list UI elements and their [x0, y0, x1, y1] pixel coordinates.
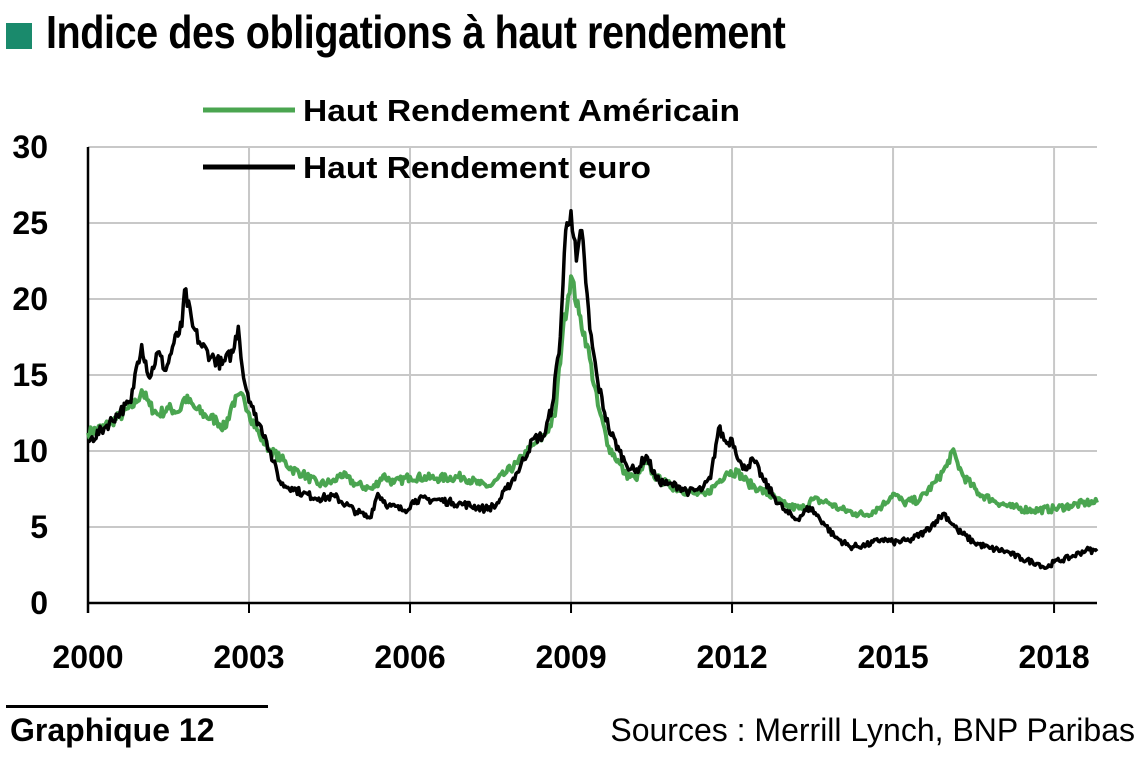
series-line-2	[87, 209, 1099, 571]
y-tick-label-25: 25	[12, 205, 48, 241]
y-tick-label-10: 10	[12, 433, 48, 469]
footer-rule	[6, 705, 268, 708]
legend-label-1: Haut Rendement Américain	[303, 93, 740, 128]
line-chart: 0 5 10 15 20 25 30 2000 2003 2006 2009 2012 2015 2018…	[12, 93, 1099, 675]
y-tick-label-15: 15	[12, 357, 48, 393]
y-tick-label-20: 20	[12, 281, 48, 317]
chart-series	[86, 209, 1099, 571]
y-tick-label-0: 0	[30, 585, 48, 621]
figure-label: Graphique 12	[10, 712, 215, 748]
chart-axes: 0 5 10 15 20 25 30 2000 2003 2006 2009 2012 2015 2018	[12, 129, 1097, 675]
x-tick-label-2018: 2018	[1018, 639, 1089, 675]
chart-title: Indice des obligations à haut rendement	[46, 6, 786, 58]
y-tick-label-30: 30	[12, 129, 48, 165]
x-tick-label-2009: 2009	[535, 639, 606, 675]
y-tick-label-5: 5	[30, 509, 48, 545]
title-square-icon	[6, 23, 32, 49]
x-tick-label-2006: 2006	[374, 639, 445, 675]
x-tick-label-2012: 2012	[696, 639, 767, 675]
source-note: Sources : Merrill Lynch, BNP Paribas	[610, 712, 1135, 748]
legend-label-2: Haut Rendement euro	[303, 150, 651, 185]
chart-grid	[88, 146, 1097, 603]
x-tick-label-2003: 2003	[213, 639, 284, 675]
chart-title-row: Indice des obligations à haut rendement	[6, 4, 906, 60]
chart-legend: Haut Rendement Américain Haut Rendement e…	[203, 93, 740, 185]
series-line-1	[86, 274, 1099, 519]
x-tick-label-2000: 2000	[52, 639, 123, 675]
x-tick-label-2015: 2015	[857, 639, 928, 675]
